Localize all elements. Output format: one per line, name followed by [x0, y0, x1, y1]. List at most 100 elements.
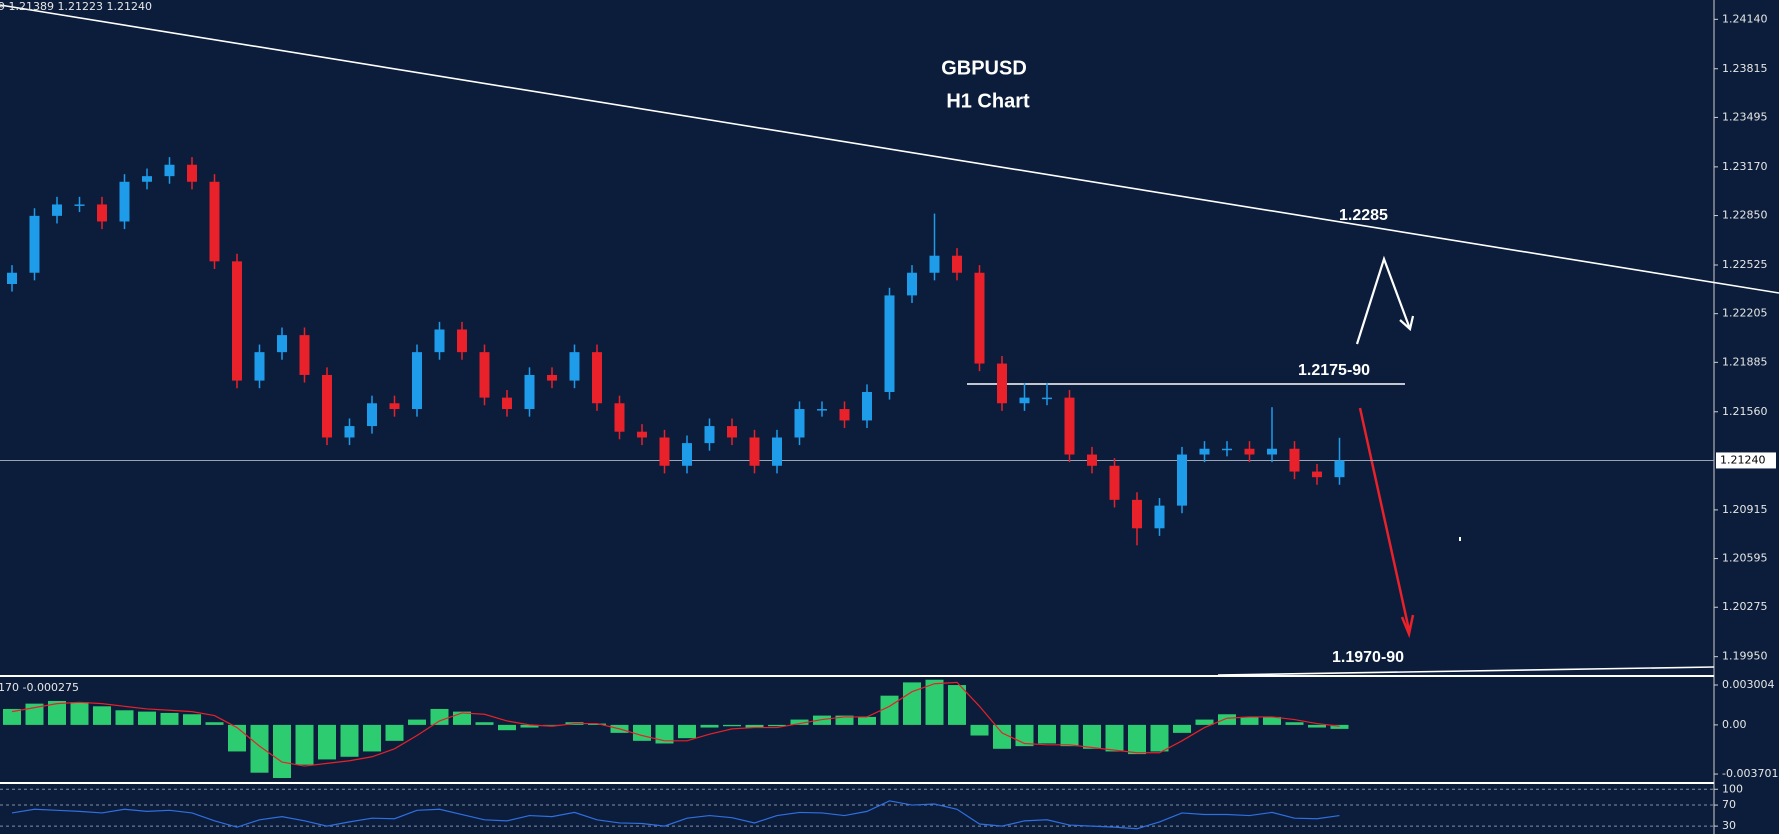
candle-body [974, 272, 985, 364]
y-tick-label: 100 [1722, 782, 1743, 795]
candle-body [907, 272, 917, 296]
candle-body [727, 426, 737, 438]
candle-body [7, 272, 17, 284]
macd-bar [1263, 716, 1281, 725]
candle-body [187, 164, 197, 182]
candle-body [1334, 460, 1345, 478]
y-tick-label: -0.003701 [1722, 767, 1778, 780]
candle-body [29, 215, 40, 273]
macd-bar [633, 724, 651, 741]
y-tick-label: 1.23495 [1722, 110, 1768, 123]
arrow-head [1399, 315, 1415, 332]
macd-bar [520, 724, 539, 728]
macd-bar [700, 724, 719, 728]
candle-body [164, 164, 175, 177]
macd-bar [228, 724, 246, 752]
macd-bar [1195, 719, 1214, 725]
y-tick-label: 70 [1722, 798, 1736, 811]
level-label: 1.1970-90 [1332, 649, 1404, 666]
y-tick-label: 1.20595 [1722, 552, 1768, 565]
candle-body [884, 295, 895, 393]
macd-bar [678, 724, 696, 739]
candle-body [1244, 448, 1255, 455]
support-line [1217, 666, 1715, 676]
candle-body [772, 437, 782, 466]
candle-body [322, 374, 332, 438]
level-label: 1.2175-90 [1298, 362, 1370, 379]
macd-bar [1083, 724, 1101, 749]
candle-body [1177, 454, 1187, 506]
candle-body [1289, 448, 1300, 472]
macd-bar [498, 724, 516, 731]
y-tick-label: 1.19950 [1722, 650, 1768, 663]
candle-body [389, 403, 400, 410]
macd-bar [183, 714, 201, 725]
candle-body [119, 181, 130, 222]
macd-bar [745, 724, 764, 728]
macd-bar [813, 715, 831, 725]
y-tick-label: 1.22525 [1722, 258, 1768, 271]
candle-body [97, 204, 107, 222]
last-price-box [1716, 452, 1776, 469]
trendline [0, 4, 1779, 294]
candle-body [929, 255, 940, 273]
macd-bar [858, 716, 876, 725]
candle-body [502, 397, 512, 410]
candle-body [997, 363, 1007, 404]
candle-body [277, 335, 287, 353]
y-tick-label: 1.22205 [1722, 307, 1768, 320]
candle-body [1312, 471, 1322, 478]
ohlc-header: 9 1.21389 1.21223 1.21240 [0, 0, 152, 13]
y-tick-label: 1.20915 [1722, 503, 1768, 516]
macd-bar [318, 724, 336, 760]
macd-bar [948, 685, 966, 725]
candle-body [749, 437, 760, 466]
macd-bar [475, 722, 494, 725]
macd-bar [655, 724, 674, 744]
y-tick-label: 1.23815 [1722, 62, 1768, 75]
macd-bar [408, 719, 426, 725]
candle-body [592, 352, 602, 404]
macd-bar [970, 724, 989, 736]
macd-bar [1173, 724, 1191, 733]
candle-body [569, 352, 580, 381]
macd-bar [115, 710, 134, 725]
candle-body [614, 403, 625, 432]
candle-body [1042, 397, 1052, 400]
macd-bar [1308, 724, 1326, 728]
candle-body [817, 409, 827, 411]
marker-dot [1459, 537, 1461, 541]
candle-body [367, 403, 377, 427]
macd-bar [1060, 724, 1079, 747]
level-label: 1.2285 [1339, 207, 1388, 224]
chart-title: GBPUSD [941, 57, 1027, 79]
chart-subtitle: H1 Chart [946, 90, 1030, 112]
macd-bar [903, 682, 921, 725]
candle-body [479, 352, 490, 398]
macd-bar [138, 711, 156, 725]
macd-bar [385, 724, 404, 741]
y-tick-label: 1.24140 [1722, 12, 1768, 25]
macd-bar [1240, 716, 1259, 725]
macd-bar [1038, 724, 1056, 744]
candle-body [457, 329, 467, 353]
candle-body [412, 352, 422, 410]
macd-bar [1285, 722, 1304, 725]
candle-body [434, 329, 445, 353]
macd-bar [273, 724, 291, 779]
macd-bar [588, 723, 606, 725]
y-tick-label: 30 [1722, 819, 1736, 832]
y-tick-label: 1.22850 [1722, 209, 1768, 222]
y-tick-label: 1.21560 [1722, 405, 1768, 418]
candle-body [1267, 448, 1277, 455]
candle-body [862, 392, 872, 421]
y-tick-label: 1.20275 [1722, 600, 1768, 613]
macd-bar [340, 724, 359, 757]
y-tick-label: 1.21885 [1722, 355, 1768, 368]
candle-body [547, 374, 557, 381]
candle-body [52, 204, 62, 216]
macd-bar [835, 715, 854, 725]
macd-bar [48, 700, 66, 725]
rsi-line [11, 800, 1340, 830]
